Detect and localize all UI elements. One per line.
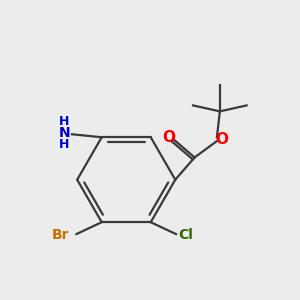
Text: N: N: [59, 126, 70, 140]
Text: H: H: [59, 115, 70, 128]
Text: H: H: [59, 138, 70, 151]
Text: O: O: [162, 130, 175, 145]
Text: Cl: Cl: [178, 228, 193, 242]
Text: O: O: [216, 132, 229, 147]
Text: Br: Br: [52, 228, 69, 242]
